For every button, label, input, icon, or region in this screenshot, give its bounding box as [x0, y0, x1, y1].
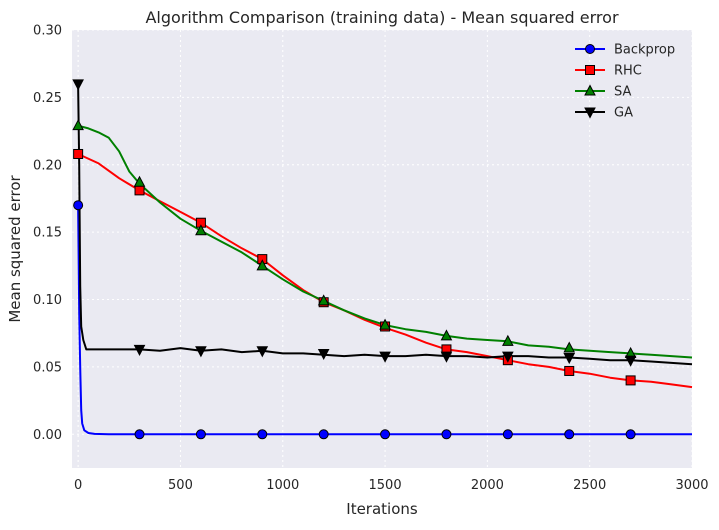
data-point-ga	[440, 351, 453, 363]
series-line-sa	[77, 124, 693, 359]
data-point-sa	[379, 318, 391, 330]
x-tick-label: 2000	[471, 478, 504, 493]
x-tick-label: 500	[168, 478, 193, 493]
chart-title: Algorithm Comparison (training data) - M…	[145, 8, 618, 27]
data-point-backprop	[134, 429, 145, 440]
data-point-ga	[502, 351, 514, 363]
data-point-backprop	[564, 429, 575, 440]
grid-lines	[72, 29, 693, 468]
data-point-backprop	[441, 429, 452, 440]
data-point-backprop	[380, 429, 391, 440]
data-point-ga	[195, 346, 207, 358]
data-point-sa	[502, 334, 514, 346]
legend: Backprop RHC SA GA	[575, 43, 675, 121]
data-point-ga	[624, 355, 637, 367]
data-point-backprop	[73, 200, 84, 211]
data-point-backprop	[502, 429, 513, 440]
data-point-sa	[563, 341, 576, 353]
data-point-sa	[317, 294, 330, 306]
x-tick-label: 1000	[266, 478, 299, 493]
y-tick-label: 0.10	[33, 293, 62, 308]
data-point-rhc	[73, 148, 84, 159]
y-tick-label: 0.20	[33, 158, 62, 173]
data-point-ga	[72, 79, 84, 91]
data-point-sa	[195, 224, 207, 236]
series-markers	[72, 79, 637, 440]
data-point-sa	[133, 175, 146, 187]
x-axis-label: Iterations	[346, 500, 418, 518]
legend-label-rhc: RHC	[614, 64, 642, 79]
y-axis-label: Mean squared error	[6, 174, 24, 322]
data-point-backprop	[195, 429, 206, 440]
data-point-ga	[563, 352, 576, 365]
x-tick-label: 2500	[573, 478, 606, 493]
legend-label-backprop: Backprop	[614, 43, 675, 58]
y-tick-label: 0.30	[33, 24, 62, 39]
x-tick-label: 0	[74, 478, 82, 493]
data-point-ga	[256, 346, 269, 358]
data-point-rhc	[625, 375, 636, 386]
x-axis-ticks: 0 500 1000 1500 2000 2500 3000	[74, 478, 709, 493]
data-point-backprop	[257, 429, 268, 440]
legend-marker-sa	[584, 84, 596, 96]
data-point-backprop	[625, 429, 636, 440]
legend-label-sa: SA	[614, 85, 631, 100]
data-point-ga	[379, 351, 391, 363]
y-tick-label: 0.00	[33, 428, 62, 443]
legend-marker-rhc	[585, 65, 595, 75]
data-point-backprop	[318, 429, 329, 440]
series-line-backprop	[77, 205, 692, 436]
data-point-ga	[317, 348, 330, 361]
x-tick-label: 3000	[675, 478, 708, 493]
data-point-sa	[256, 259, 269, 271]
legend-marker-ga	[584, 107, 596, 119]
y-axis-ticks: 0.00 0.05 0.10 0.15 0.20 0.25 0.30	[33, 24, 62, 443]
data-point-rhc	[564, 365, 575, 376]
legend-marker-backprop	[585, 44, 595, 54]
y-tick-label: 0.15	[33, 226, 62, 241]
data-point-sa	[440, 329, 453, 341]
x-tick-label: 1500	[369, 478, 402, 493]
y-tick-label: 0.05	[33, 360, 62, 375]
data-point-rhc	[134, 185, 145, 196]
data-point-sa	[72, 119, 84, 131]
plot-background	[72, 30, 692, 468]
data-point-ga	[133, 344, 146, 356]
series-line-ga	[77, 83, 693, 366]
legend-label-ga: GA	[614, 106, 633, 121]
y-tick-label: 0.25	[33, 91, 62, 106]
